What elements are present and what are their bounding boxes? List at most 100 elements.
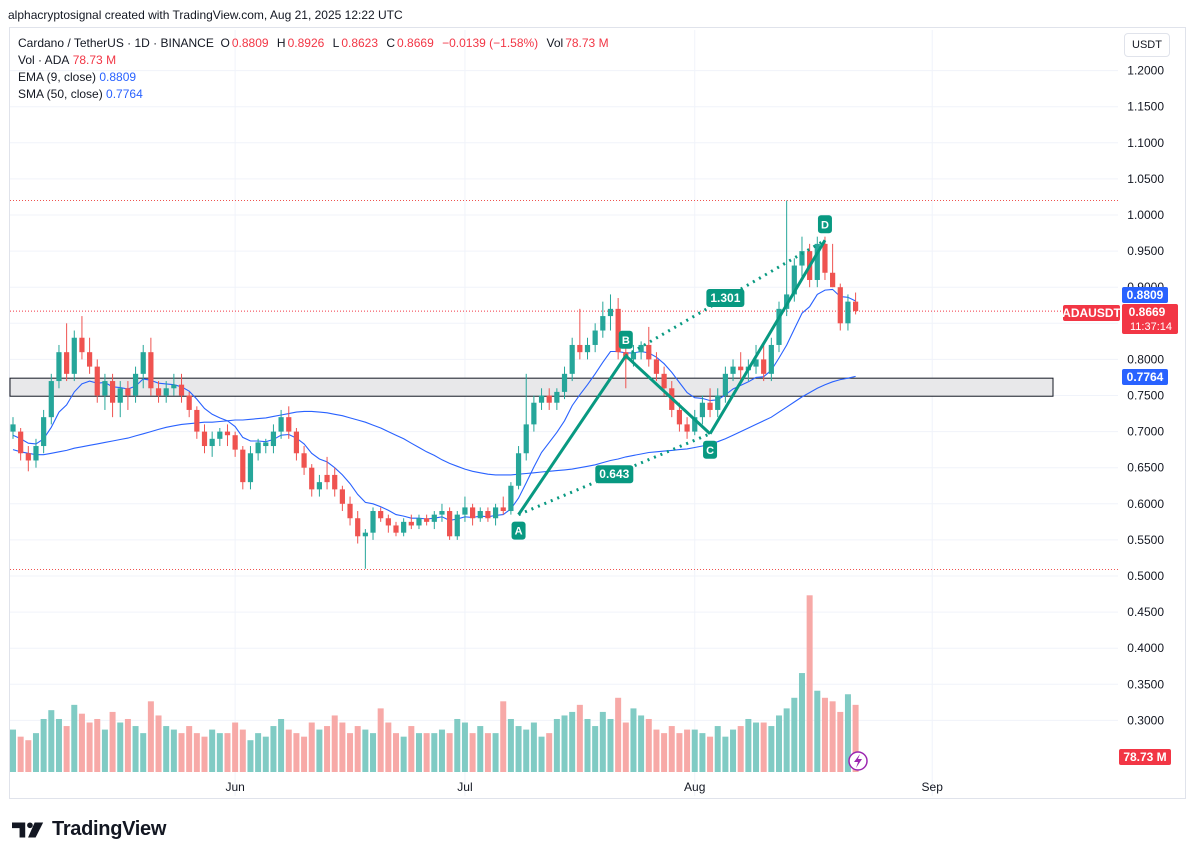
candle	[378, 507, 384, 522]
volume-bar	[370, 733, 377, 772]
candle	[523, 373, 529, 461]
candle-body	[676, 409, 683, 425]
volume-bar	[653, 729, 660, 772]
volume-bar	[776, 715, 782, 772]
y-tick-label: 1.1500	[1127, 100, 1164, 114]
tradingview-logo[interactable]: TradingView	[12, 818, 166, 841]
volume-bar	[622, 722, 629, 772]
volume-bar	[308, 722, 315, 772]
candle-body	[615, 308, 621, 353]
volume-bar	[454, 718, 461, 772]
y-tick-label: 1.1000	[1127, 136, 1164, 150]
volume-bar	[10, 729, 16, 772]
sma-price-tag-bg	[1122, 369, 1168, 385]
candle	[554, 388, 560, 410]
lightning-icon-bolt	[854, 754, 862, 768]
volume-bar	[216, 733, 223, 772]
candle-body	[25, 453, 31, 461]
candle	[447, 507, 453, 540]
candle-body	[140, 352, 146, 374]
volume-bar	[798, 673, 805, 772]
y-tick-label: 0.7000	[1127, 425, 1164, 439]
volume-bar	[668, 726, 675, 772]
volume-tag: 78.73 M	[1123, 750, 1166, 764]
candle-body	[799, 251, 805, 266]
volume-bar	[546, 733, 553, 772]
volume-bar	[63, 726, 70, 772]
candle	[171, 373, 177, 396]
symbol-tag: ADAUSDT	[1062, 306, 1121, 320]
pattern-leg	[517, 354, 628, 516]
candle	[125, 381, 131, 410]
candle	[309, 464, 315, 497]
candle-body	[814, 243, 820, 280]
candle	[845, 294, 851, 331]
candle	[293, 427, 300, 461]
candle	[638, 341, 644, 360]
volume-bar	[278, 718, 285, 772]
candle-body	[454, 514, 460, 537]
candle-body	[209, 438, 215, 447]
candle	[584, 337, 591, 360]
volume-bar	[837, 711, 844, 772]
candle	[600, 301, 606, 338]
volume-bar	[178, 733, 185, 772]
volume-bar	[561, 715, 568, 772]
volume-bar	[791, 697, 798, 772]
candle-body	[753, 359, 759, 367]
candle-body	[94, 366, 100, 396]
symbol-title[interactable]: Cardano / TetherUS · 1D · BINANCE	[18, 36, 214, 50]
volume-tag-bg	[1119, 749, 1171, 765]
volume-bar	[262, 736, 269, 772]
ema-indicator-row[interactable]: EMA (9, close) 0.8809	[18, 69, 609, 86]
candle-body	[646, 344, 652, 360]
ema9-line	[12, 288, 856, 521]
vol-value: 78.73 M	[565, 36, 609, 50]
volume-bar	[730, 729, 737, 772]
x-tick-label: Sep	[922, 780, 944, 794]
candle	[538, 388, 545, 410]
sma-indicator-row[interactable]: SMA (50, close) 0.7764	[18, 86, 609, 103]
candle	[316, 474, 322, 497]
candle	[370, 507, 376, 540]
y-tick-label: 0.8000	[1127, 352, 1164, 366]
support-zone	[9, 377, 1054, 397]
volume-bar	[86, 722, 93, 772]
candle	[837, 283, 843, 331]
candle	[10, 417, 16, 439]
volume-bar	[354, 726, 361, 772]
x-tick-label: Jul	[457, 780, 472, 794]
candle-body	[247, 453, 254, 483]
candle-body	[492, 507, 499, 519]
volume-bar	[170, 729, 177, 772]
candle-body	[730, 366, 736, 374]
volume-bar	[408, 726, 415, 772]
volume-bar	[707, 736, 714, 772]
volume-bar	[301, 736, 308, 772]
sma-label: SMA (50, close)	[18, 87, 103, 101]
candle	[546, 388, 552, 410]
candle-body	[830, 272, 836, 288]
candle	[408, 514, 414, 530]
volume-indicator-row[interactable]: Vol · ADA 78.73 M	[18, 52, 609, 69]
pattern-leg	[708, 239, 827, 435]
volume-bar	[469, 733, 476, 772]
candle-body	[447, 511, 453, 537]
currency-button[interactable]: USDT	[1124, 33, 1170, 57]
y-tick-label: 0.9500	[1127, 244, 1164, 258]
volume-bar	[576, 704, 583, 772]
y-tick-label: 0.5500	[1127, 533, 1164, 547]
ohlc-row: Cardano / TetherUS · 1D · BINANCE O 0.880…	[18, 35, 609, 52]
candle	[646, 326, 652, 367]
volume-bar	[676, 733, 683, 772]
volume-bar	[684, 729, 691, 772]
candle	[217, 427, 223, 447]
candle	[209, 431, 215, 457]
candle-body	[462, 507, 468, 515]
candle-body	[186, 395, 192, 410]
candle	[592, 323, 598, 353]
pattern-point-A-label: A	[515, 526, 523, 538]
candle-body	[424, 518, 430, 522]
candle	[194, 406, 200, 439]
